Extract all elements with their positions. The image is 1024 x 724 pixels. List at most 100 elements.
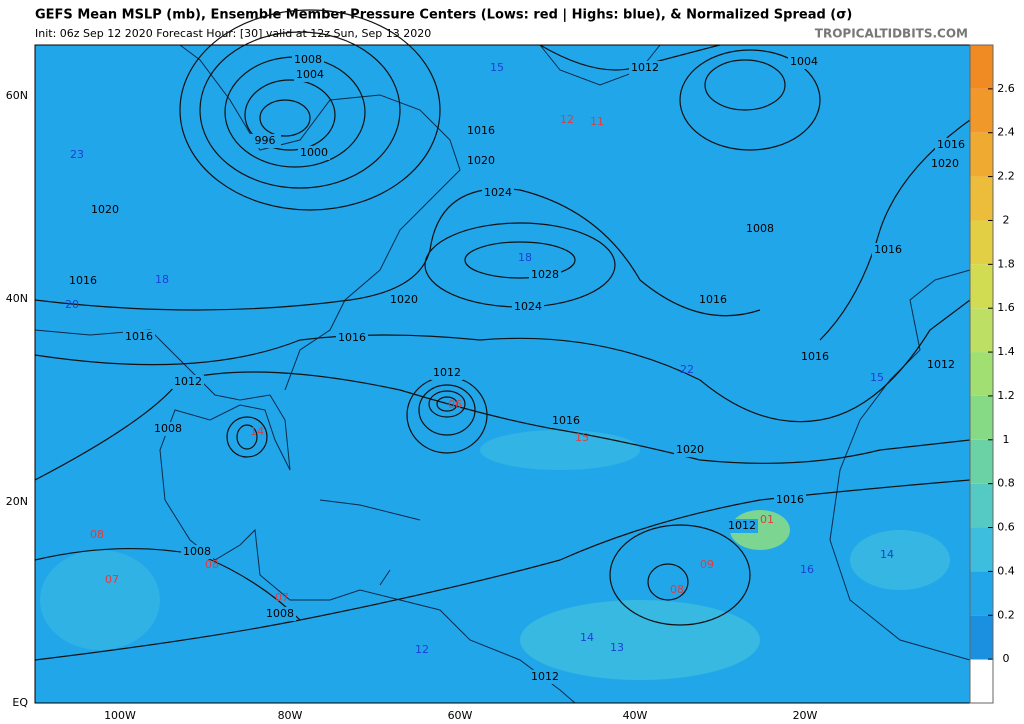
colorbar-tick-label: 1.6 xyxy=(997,301,1015,314)
isobar-label: 1016 xyxy=(874,243,902,256)
isobar-label-bg xyxy=(123,330,155,344)
map-labels: 1008 1004 996 1000 1012 1004 1016 1020 1024 1028 1… xyxy=(65,53,967,684)
isobar-label-bg xyxy=(294,68,326,82)
isobar-label-bg xyxy=(388,293,420,307)
colorbar-segment xyxy=(970,220,993,265)
isobar-label: 1008 xyxy=(294,53,322,66)
isobar-label: 1016 xyxy=(937,138,965,151)
colorbar: 0 0.2 0.4 0.6 0.8 1 1.2 1.4 1.6 1.8 2 2.2 2.4 2.6 xyxy=(969,44,1015,704)
title: GEFS Mean MSLP (mb), Ensemble Member Pre… xyxy=(35,8,852,23)
isobar-label-bg xyxy=(482,186,514,200)
colorbar-segment xyxy=(970,308,993,353)
isobar-label-bg xyxy=(799,350,831,364)
isobar-label-bg xyxy=(774,493,806,507)
colorbar-tick-label: 2.2 xyxy=(997,170,1015,183)
isobar-label-bg xyxy=(674,443,706,457)
colorbar-segment xyxy=(970,176,993,221)
map: 1008 1004 996 1000 1012 1004 1016 1020 1024 1028 1… xyxy=(34,9,971,704)
isobar-label: 1024 xyxy=(484,186,512,199)
colorbar-tick-label: 1.2 xyxy=(997,389,1015,402)
coastline xyxy=(34,329,576,704)
high-center: 18 xyxy=(518,251,532,264)
colorbar-tick-label: 0.2 xyxy=(997,608,1015,621)
high-center: 16 xyxy=(800,563,814,576)
isobar-label: 1020 xyxy=(676,443,704,456)
colorbar-tick-label: 0.6 xyxy=(997,521,1015,534)
low-center: 06 xyxy=(448,398,462,411)
low-center: 08 xyxy=(90,528,104,541)
spread-patch xyxy=(850,530,950,590)
low-center: 14 xyxy=(250,425,264,438)
isobar-label-bg xyxy=(298,146,330,160)
isobar-label-bg xyxy=(550,414,582,428)
colorbar-segment xyxy=(970,395,993,440)
low-center: 07 xyxy=(275,591,289,604)
colorbar-segment xyxy=(970,352,993,396)
colorbar-segment xyxy=(970,615,993,660)
low-center: 11 xyxy=(590,115,604,128)
isobar-label: 1000 xyxy=(300,146,328,159)
high-center: 13 xyxy=(610,641,624,654)
spread-patch xyxy=(40,550,160,650)
credit: TROPICALTIDBITS.COM xyxy=(815,27,968,41)
isobar-label: 1012 xyxy=(531,670,559,683)
isobar-label: 1012 xyxy=(927,358,955,371)
isobar-label-bg xyxy=(152,422,184,436)
colorbar-segment xyxy=(970,264,993,309)
isobar-label: 1008 xyxy=(183,545,211,558)
isobar-label-bg xyxy=(529,670,561,684)
isobar-label: 1012 xyxy=(433,366,461,379)
isobar-label-bg xyxy=(181,545,213,559)
isobar-label-bg xyxy=(264,607,296,621)
isobars xyxy=(34,9,971,661)
high-center: 20 xyxy=(65,298,79,311)
low-center: 15 xyxy=(575,431,589,444)
lon-label: 40W xyxy=(623,709,648,722)
lon-label: 100W xyxy=(104,709,136,722)
isobar-label: 1020 xyxy=(390,293,418,306)
high-center: 12 xyxy=(415,643,429,656)
high-center: 23 xyxy=(70,148,84,161)
high-center: 18 xyxy=(155,273,169,286)
isobar-label: 996 xyxy=(255,134,276,147)
isobar-label: 1016 xyxy=(699,293,727,306)
colorbar-tick-label: 2 xyxy=(1003,213,1010,226)
high-center: 14 xyxy=(580,631,594,644)
isobar-label-bg xyxy=(529,268,561,282)
spread-patch xyxy=(520,600,760,680)
colorbar-tick-label: 1.4 xyxy=(997,345,1015,358)
isobar-label: 1020 xyxy=(931,157,959,170)
low-center: 01 xyxy=(760,513,774,526)
spread-patch xyxy=(480,430,640,470)
isobar-label: 1016 xyxy=(801,350,829,363)
high-center: 14 xyxy=(880,548,894,561)
colorbar-segment xyxy=(970,45,993,89)
isobar-label: 1016 xyxy=(552,414,580,427)
isobar-label: 1004 xyxy=(790,55,818,68)
isobar-label-bg xyxy=(512,300,544,314)
colorbar-tick-label: 0.8 xyxy=(997,477,1015,490)
low-center: 12 xyxy=(560,113,574,126)
isobar-label-bg xyxy=(292,53,324,67)
colorbar-tick-label: 2.6 xyxy=(997,82,1015,95)
colorbar-tick-label: 1.8 xyxy=(997,257,1015,270)
isobar-label: 1016 xyxy=(467,124,495,137)
isobar-label: 1012 xyxy=(631,61,659,74)
lon-label: 60W xyxy=(448,709,473,722)
lat-label: 20N xyxy=(6,495,28,508)
colorbar-segment xyxy=(970,132,993,177)
isobar-label-bg xyxy=(67,274,99,288)
isobar-label-bg xyxy=(465,154,497,168)
lon-label: 80W xyxy=(278,709,303,722)
isobar-label: 1016 xyxy=(69,274,97,287)
lat-label: 40N xyxy=(6,292,28,305)
isobar-label: 1024 xyxy=(514,300,542,313)
isobar-label: 1008 xyxy=(746,222,774,235)
high-center: 15 xyxy=(490,61,504,74)
isobar-label-bg xyxy=(726,519,758,533)
isobar-label: 1008 xyxy=(266,607,294,620)
colorbar-tick-label: 0 xyxy=(1003,652,1010,665)
isobar-label: 1012 xyxy=(174,375,202,388)
colorbar-segment xyxy=(970,439,993,484)
